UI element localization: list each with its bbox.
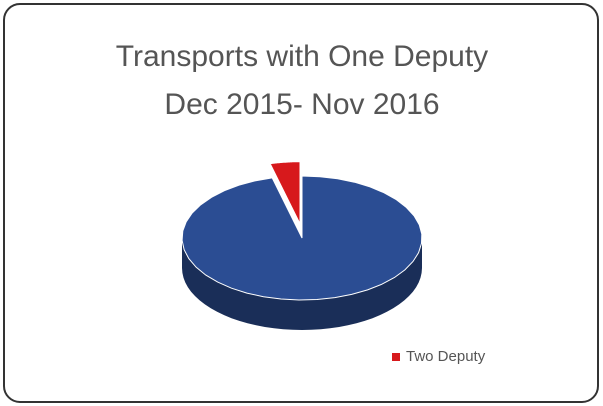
legend-swatch xyxy=(392,353,400,361)
legend-label: Two Deputy xyxy=(406,348,486,365)
chart-subtitle: Dec 2015- Nov 2016 xyxy=(164,88,439,121)
chart-frame xyxy=(3,3,599,403)
pie-side xyxy=(182,238,422,330)
pie-slice xyxy=(269,161,301,224)
pie-slice xyxy=(181,175,423,301)
chart-title: Transports with One Deputy xyxy=(116,40,488,73)
